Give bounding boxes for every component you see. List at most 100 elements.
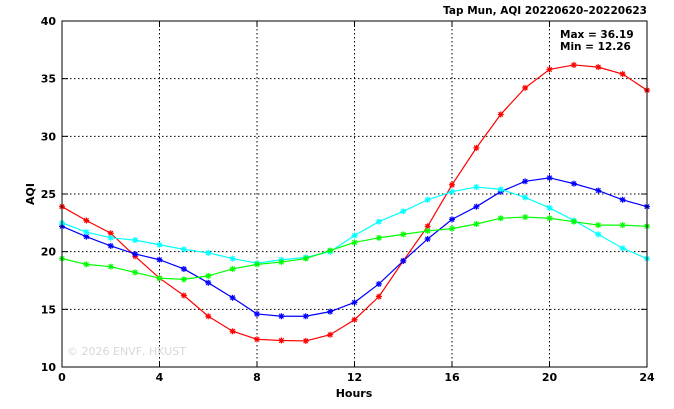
- data-point: [278, 313, 285, 320]
- data-point: [132, 269, 139, 276]
- data-point: [473, 203, 480, 210]
- data-point: [546, 66, 553, 73]
- data-point: [351, 232, 358, 239]
- y-tick-label: 25: [41, 188, 56, 201]
- data-point: [229, 255, 236, 262]
- data-point: [424, 223, 431, 230]
- x-tick-label: 24: [639, 371, 655, 384]
- data-point: [254, 310, 260, 317]
- data-point: [107, 242, 114, 249]
- data-point: [375, 280, 382, 287]
- data-point: [351, 239, 358, 246]
- data-point: [497, 111, 504, 118]
- x-tick-label: 16: [444, 371, 460, 384]
- data-point: [254, 336, 260, 343]
- data-point: [546, 204, 553, 211]
- y-tick-label: 30: [41, 130, 57, 143]
- y-tick-label: 15: [41, 303, 56, 316]
- data-point: [595, 64, 602, 71]
- data-point: [132, 237, 139, 244]
- chart-title: Tap Mun, AQI 20220620–20220623: [443, 5, 647, 17]
- data-point: [424, 227, 431, 234]
- data-point: [156, 241, 163, 248]
- data-point: [570, 61, 577, 68]
- data-point: [205, 272, 212, 279]
- data-point: [449, 216, 455, 223]
- series-layer: [59, 61, 650, 344]
- max-annotation: Max = 36.19: [560, 29, 634, 41]
- y-axis-label: AQI: [24, 183, 37, 205]
- data-point: [351, 316, 358, 323]
- data-point: [522, 84, 529, 91]
- data-point: [449, 181, 455, 188]
- data-point: [327, 247, 334, 254]
- data-point: [278, 259, 285, 266]
- data-point: [497, 186, 504, 193]
- data-point: [400, 257, 407, 264]
- data-point: [83, 229, 90, 236]
- data-point: [375, 218, 382, 225]
- y-tick-label: 35: [41, 73, 56, 86]
- watermark: © 2026 ENVF, HKUST: [67, 345, 186, 358]
- x-axis-label: Hours: [336, 387, 373, 400]
- data-point: [351, 299, 358, 306]
- data-point: [132, 250, 139, 257]
- data-point: [180, 276, 187, 283]
- x-tick-label: 0: [58, 371, 66, 384]
- data-point: [107, 234, 114, 241]
- data-point: [546, 215, 553, 222]
- data-point: [205, 313, 212, 320]
- data-point: [375, 293, 382, 300]
- data-point: [229, 265, 236, 272]
- data-point: [595, 187, 602, 194]
- data-point: [400, 231, 407, 238]
- data-point: [327, 308, 334, 315]
- data-point: [156, 275, 163, 282]
- data-point: [595, 222, 602, 229]
- y-tick-label: 40: [41, 15, 57, 28]
- data-point: [449, 225, 455, 232]
- data-point: [205, 279, 212, 286]
- data-point: [254, 261, 260, 268]
- x-tick-label: 4: [156, 371, 164, 384]
- grid-lines: [62, 21, 647, 367]
- data-point: [229, 328, 236, 335]
- y-tick-label: 10: [41, 361, 57, 374]
- x-tick-label: 12: [347, 371, 362, 384]
- data-point: [619, 222, 626, 229]
- data-point: [619, 71, 626, 78]
- data-point: [473, 144, 480, 151]
- data-point: [278, 337, 285, 344]
- data-point: [180, 265, 187, 272]
- data-point: [107, 263, 114, 270]
- data-point: [83, 261, 90, 268]
- data-point: [302, 255, 309, 262]
- data-point: [522, 214, 529, 221]
- series-4: [59, 214, 650, 283]
- data-point: [473, 220, 480, 227]
- data-point: [400, 208, 407, 215]
- data-point: [570, 180, 577, 187]
- series-line: [61, 177, 648, 317]
- data-point: [302, 337, 309, 344]
- data-point: [522, 194, 529, 201]
- y-tick-label: 20: [41, 246, 57, 259]
- data-point: [205, 249, 212, 256]
- data-point: [229, 294, 236, 301]
- data-point: [424, 196, 431, 203]
- tick-labels: 0 4 8 12 16 20 24 10 15 20 25 30 35 40: [41, 15, 655, 384]
- data-point: [570, 218, 577, 225]
- data-point: [327, 331, 334, 338]
- data-point: [156, 256, 163, 263]
- axis-ticks: [61, 20, 648, 368]
- data-point: [180, 246, 187, 253]
- data-point: [595, 231, 602, 238]
- data-point: [375, 234, 382, 241]
- data-point: [619, 196, 626, 203]
- data-point: [302, 313, 309, 320]
- x-tick-label: 20: [542, 371, 558, 384]
- x-tick-label: 8: [253, 371, 261, 384]
- min-annotation: Min = 12.26: [560, 41, 631, 53]
- data-point: [497, 215, 504, 222]
